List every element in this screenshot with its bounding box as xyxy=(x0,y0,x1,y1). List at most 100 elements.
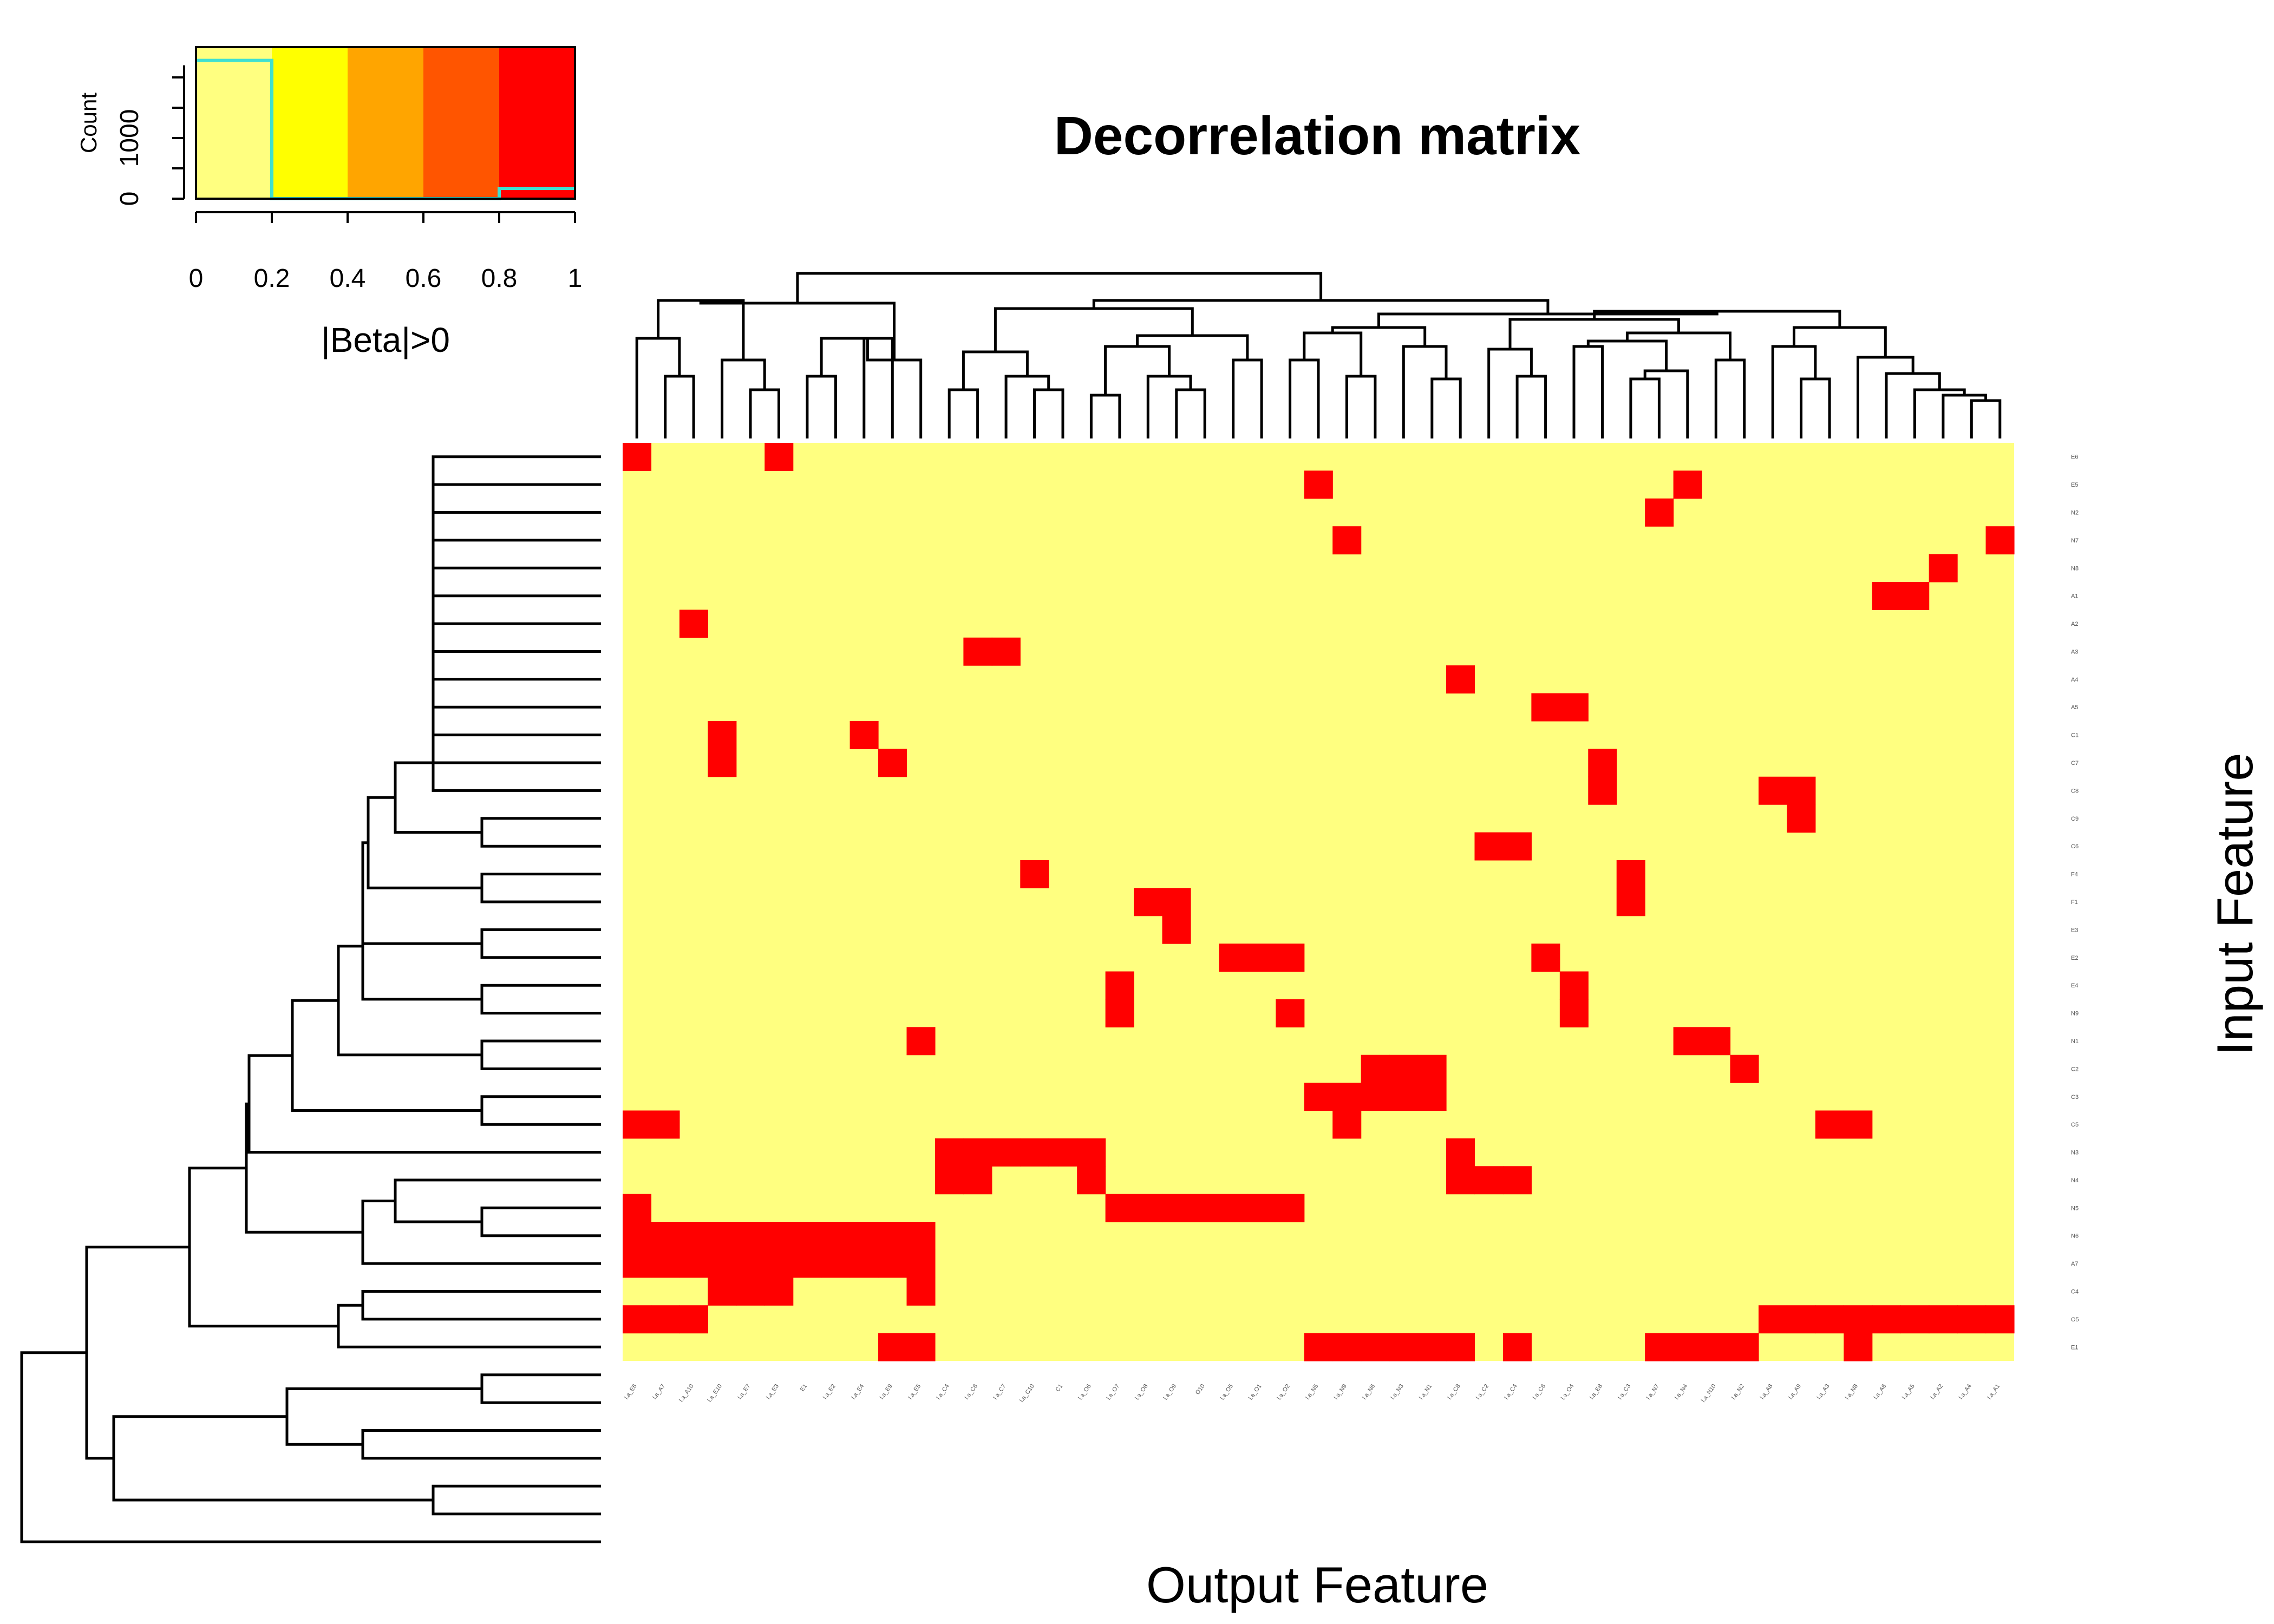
row-label: E1 xyxy=(2071,1344,2078,1351)
dendrogram-branch xyxy=(245,1102,363,1234)
heatmap-cell xyxy=(1219,1194,1248,1222)
heatmap-cell xyxy=(1559,971,1589,1000)
column-label: l.a_C10 xyxy=(1018,1383,1036,1404)
dendrogram-branch xyxy=(285,1387,482,1446)
dendrogram-branch xyxy=(432,491,601,542)
heatmap-grid xyxy=(623,443,2015,1361)
column-label: l.a_O2 xyxy=(1276,1383,1291,1401)
column-label: l.a_C7 xyxy=(992,1383,1007,1401)
column-label: l.a_A3 xyxy=(1816,1383,1831,1400)
heatmap-cell xyxy=(1815,1110,1844,1139)
heatmap-cell xyxy=(708,1277,737,1306)
dendrogram-branch xyxy=(1487,348,1533,438)
dendrogram-branch xyxy=(432,455,601,486)
dendrogram-branch xyxy=(1345,375,1377,438)
row-labels: E6 E5 N2 N7 N8 A1 A2 A3 A4 A5 C1 C7 C8 C9 C6 F4 F1 E3 E2 E4… xyxy=(2071,454,2079,1351)
heatmap-cell xyxy=(651,1305,680,1334)
heatmap-cell xyxy=(963,637,992,666)
dendrogram-branch xyxy=(721,358,766,438)
heatmap-cell xyxy=(878,1249,907,1278)
dendrogram-branch xyxy=(394,1178,601,1223)
column-label: O10 xyxy=(1194,1383,1206,1396)
row-label: F4 xyxy=(2071,872,2078,878)
heatmap-cell xyxy=(1077,1138,1106,1167)
heatmap-cell xyxy=(1872,581,1901,610)
heatmap-cell xyxy=(991,637,1021,666)
heatmap-cell xyxy=(736,1249,765,1278)
column-label: l.a_N7 xyxy=(1645,1383,1661,1401)
dendrogram-branch xyxy=(1402,345,1448,438)
dendrogram-branch xyxy=(749,388,780,438)
x-axis-title: Output Feature xyxy=(1146,1556,1488,1613)
heatmap-cell xyxy=(1332,526,1362,555)
column-label: l.a_A4 xyxy=(1958,1383,1973,1400)
column-label: l.a_N4 xyxy=(1674,1383,1689,1401)
heatmap-cell xyxy=(850,721,879,749)
heatmap-cell xyxy=(1815,1305,1844,1334)
heatmap-cell xyxy=(679,1249,708,1278)
heatmap-cell xyxy=(1929,554,1958,582)
heatmap-cell xyxy=(821,1249,851,1278)
dendrogram-branch xyxy=(85,1246,190,1460)
dendrogram-branch xyxy=(635,337,681,438)
dendrogram-branch xyxy=(1004,375,1050,438)
column-label: l.a_E2 xyxy=(822,1383,837,1400)
column-label: l.a_E5 xyxy=(907,1383,922,1400)
column-label: l.a_O8 xyxy=(1134,1383,1149,1401)
column-dendrogram xyxy=(635,272,2002,438)
heatmap-cell xyxy=(1389,1055,1419,1083)
row-label: E2 xyxy=(2071,955,2078,961)
heatmap-cell xyxy=(1417,1083,1447,1111)
heatmap-cell xyxy=(1134,888,1163,916)
dendrogram-branch xyxy=(1800,377,1831,438)
heatmap-cell xyxy=(1389,1083,1419,1111)
heatmap-cell xyxy=(1276,999,1305,1027)
dendrogram-branch xyxy=(432,1484,601,1516)
heatmap-cell xyxy=(1730,1055,1759,1083)
dendrogram-branch xyxy=(337,1304,601,1348)
heatmap-cell xyxy=(736,1277,765,1306)
dendrogram-branch xyxy=(480,873,601,903)
heatmap-cell xyxy=(963,1166,992,1195)
heatmap-cell xyxy=(906,1027,936,1056)
heatmap-cell xyxy=(1559,693,1589,722)
column-label: l.a_N2 xyxy=(1730,1383,1746,1401)
dendrogram-branch xyxy=(657,299,745,360)
row-label: N3 xyxy=(2071,1150,2079,1156)
row-label: N9 xyxy=(2071,1011,2079,1017)
heatmap-cell xyxy=(1900,1305,1930,1334)
color-key-y-tick-label: 1000 xyxy=(115,109,144,167)
dendrogram-branch xyxy=(361,1290,601,1321)
column-label: l.a_C4 xyxy=(936,1383,951,1401)
column-label: l.a_A6 xyxy=(1873,1383,1888,1400)
color-key-bins xyxy=(196,47,576,199)
heatmap-cell xyxy=(1332,1083,1362,1111)
column-label: l.a_O9 xyxy=(1162,1383,1178,1401)
dendrogram-branch xyxy=(480,1039,601,1070)
color-key-y-tick-label: 0 xyxy=(115,192,144,206)
column-label: l.a_A8 xyxy=(1759,1383,1774,1400)
row-label: N5 xyxy=(2071,1205,2079,1212)
heatmap-cell xyxy=(1162,1194,1191,1222)
column-label: l.a_E6 xyxy=(623,1383,638,1400)
dendrogram-branch xyxy=(842,337,894,438)
heatmap-cell xyxy=(708,1222,737,1250)
heatmap-cell xyxy=(906,1222,936,1250)
heatmap-cell xyxy=(1304,1333,1333,1361)
row-label: C7 xyxy=(2071,760,2079,767)
heatmap-cell xyxy=(1474,832,1504,861)
column-label: l.a_N6 xyxy=(1361,1383,1376,1401)
row-label: C5 xyxy=(2071,1122,2079,1128)
heatmap-cell xyxy=(1446,1138,1475,1167)
heatmap-cell xyxy=(764,443,794,471)
heatmap-cell xyxy=(651,1110,680,1139)
heatmap-cell xyxy=(1559,999,1589,1027)
heatmap-cell xyxy=(651,1222,680,1250)
column-labels: l.a_E6 l.a_A7 l.a_A10 l.a_E10 l.a_E7 l.a_E3 E1… xyxy=(623,1383,2001,1404)
dendrogram-branch xyxy=(1913,388,1966,438)
row-label: C4 xyxy=(2071,1289,2079,1295)
row-label: N4 xyxy=(2071,1177,2079,1184)
heatmap-cell xyxy=(1332,1333,1362,1361)
dendrogram-branch xyxy=(1572,345,1604,438)
column-label: l.a_E8 xyxy=(1589,1383,1604,1400)
